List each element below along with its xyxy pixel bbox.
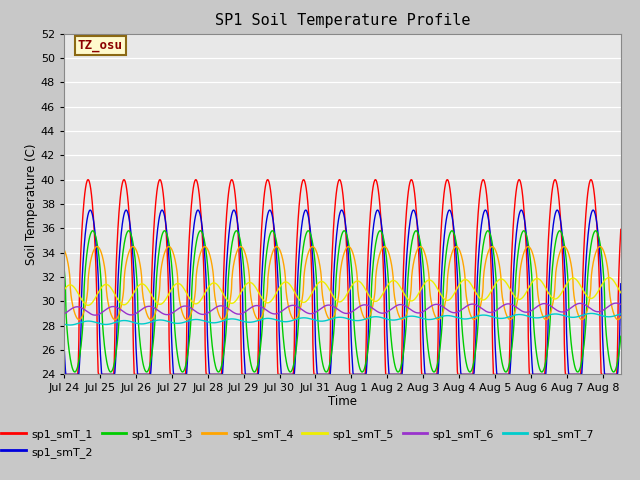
sp1_smT_4 — [399, 317, 406, 323]
sp1_smT_6 — [297, 306, 305, 312]
sp1_smT_5 — [104, 282, 111, 288]
sp1_smT_3 — [71, 369, 79, 375]
sp1_smT_6 — [308, 311, 316, 316]
sp1_smT_1 — [296, 192, 304, 197]
sp1_smT_2 — [410, 207, 417, 213]
sp1_smT_1 — [126, 221, 134, 227]
sp1_smT_3 — [617, 334, 625, 339]
sp1_smT_2 — [378, 220, 385, 226]
sp1_smT_4 — [60, 247, 68, 252]
sp1_smT_5 — [318, 278, 326, 284]
sp1_smT_7 — [318, 318, 326, 324]
sp1_smT_5 — [60, 288, 68, 293]
Y-axis label: Soil Temperature (C): Soil Temperature (C) — [25, 143, 38, 265]
Line: sp1_smT_7: sp1_smT_7 — [64, 313, 621, 325]
sp1_smT_3 — [376, 228, 384, 234]
sp1_smT_4 — [318, 289, 326, 295]
sp1_smT_1 — [318, 372, 326, 377]
sp1_smT_6 — [104, 306, 111, 312]
sp1_smT_1 — [308, 273, 316, 279]
sp1_smT_7 — [297, 315, 305, 321]
sp1_smT_4 — [93, 244, 101, 250]
sp1_smT_3 — [378, 229, 385, 235]
sp1_smT_1 — [551, 177, 559, 182]
sp1_smT_1 — [617, 227, 625, 232]
sp1_smT_4 — [297, 304, 305, 310]
sp1_smT_5 — [297, 298, 305, 304]
Text: TZ_osu: TZ_osu — [78, 39, 123, 52]
Line: sp1_smT_2: sp1_smT_2 — [64, 210, 621, 374]
Line: sp1_smT_4: sp1_smT_4 — [64, 247, 621, 320]
sp1_smT_5 — [126, 297, 134, 302]
sp1_smT_5 — [308, 290, 316, 296]
sp1_smT_6 — [378, 310, 385, 316]
sp1_smT_7 — [617, 311, 625, 317]
sp1_smT_2 — [60, 340, 68, 346]
sp1_smT_7 — [588, 311, 595, 316]
sp1_smT_3 — [308, 238, 316, 243]
Legend: sp1_smT_1, sp1_smT_2, sp1_smT_3, sp1_smT_4, sp1_smT_5, sp1_smT_6, sp1_smT_7: sp1_smT_1, sp1_smT_2, sp1_smT_3, sp1_smT… — [0, 424, 599, 462]
Line: sp1_smT_6: sp1_smT_6 — [64, 303, 621, 315]
sp1_smT_5 — [617, 290, 625, 296]
sp1_smT_3 — [60, 264, 68, 269]
Line: sp1_smT_3: sp1_smT_3 — [64, 231, 621, 372]
sp1_smT_6 — [612, 300, 620, 306]
sp1_smT_7 — [104, 322, 111, 327]
sp1_smT_4 — [104, 296, 111, 302]
Line: sp1_smT_5: sp1_smT_5 — [64, 277, 621, 305]
sp1_smT_6 — [60, 311, 68, 317]
sp1_smT_1 — [103, 372, 111, 377]
sp1_smT_2 — [297, 233, 305, 239]
sp1_smT_2 — [617, 281, 625, 287]
sp1_smT_3 — [297, 269, 305, 275]
sp1_smT_3 — [318, 358, 326, 364]
sp1_smT_6 — [92, 312, 99, 318]
Line: sp1_smT_1: sp1_smT_1 — [64, 180, 621, 374]
sp1_smT_7 — [378, 314, 385, 320]
sp1_smT_4 — [308, 244, 316, 250]
sp1_smT_2 — [126, 222, 134, 228]
sp1_smT_4 — [378, 247, 385, 253]
sp1_smT_7 — [66, 322, 74, 328]
sp1_smT_1 — [377, 215, 385, 221]
sp1_smT_2 — [104, 372, 111, 377]
sp1_smT_4 — [126, 246, 134, 252]
sp1_smT_7 — [308, 316, 316, 322]
X-axis label: Time: Time — [328, 395, 357, 408]
sp1_smT_6 — [617, 301, 625, 307]
sp1_smT_7 — [60, 321, 68, 327]
sp1_smT_7 — [126, 319, 134, 324]
sp1_smT_5 — [605, 275, 612, 280]
sp1_smT_2 — [62, 372, 70, 377]
sp1_smT_5 — [84, 302, 92, 308]
sp1_smT_6 — [318, 305, 326, 311]
sp1_smT_3 — [104, 362, 111, 368]
sp1_smT_3 — [126, 229, 134, 235]
sp1_smT_1 — [60, 372, 68, 377]
sp1_smT_4 — [617, 314, 625, 320]
Title: SP1 Soil Temperature Profile: SP1 Soil Temperature Profile — [214, 13, 470, 28]
sp1_smT_5 — [378, 294, 385, 300]
sp1_smT_6 — [126, 312, 134, 318]
sp1_smT_2 — [308, 247, 316, 253]
sp1_smT_2 — [318, 372, 326, 377]
